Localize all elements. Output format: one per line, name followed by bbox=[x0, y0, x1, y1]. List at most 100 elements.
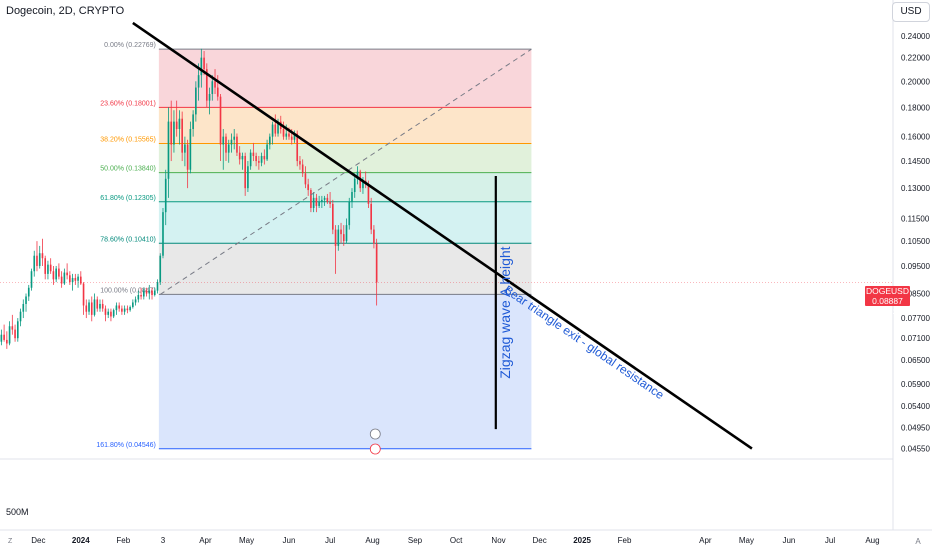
candle-body bbox=[189, 129, 192, 170]
candle-body bbox=[353, 178, 356, 192]
candle-body bbox=[126, 308, 129, 311]
candle-body bbox=[27, 287, 30, 297]
y-tick-label: 0.22000 bbox=[901, 54, 930, 63]
candle-body bbox=[137, 295, 140, 300]
candle-body bbox=[192, 114, 194, 130]
x-tick-label: 2025 bbox=[573, 536, 591, 545]
candle-body bbox=[337, 229, 340, 246]
candle-body bbox=[58, 268, 60, 277]
candle-body bbox=[293, 133, 296, 140]
candle-body bbox=[55, 268, 57, 280]
candle-body bbox=[277, 121, 279, 134]
x-tick-label: Jun bbox=[283, 536, 296, 545]
fib-zone bbox=[158, 294, 532, 449]
fib-level-label: 23.60% (0.18001) bbox=[100, 100, 156, 107]
y-tick-label: 0.05400 bbox=[901, 402, 930, 411]
symbol-title: Dogecoin, 2D, CRYPTO bbox=[6, 5, 125, 17]
candle-body bbox=[118, 305, 120, 309]
candle-body bbox=[356, 171, 359, 179]
candle-body bbox=[318, 201, 320, 206]
candle-body bbox=[173, 121, 175, 145]
x-tick-label: Jul bbox=[825, 536, 835, 545]
candle-body bbox=[323, 197, 326, 200]
candle-body bbox=[93, 299, 96, 315]
annotation-wave-height: Zigzag wave A height bbox=[497, 246, 513, 378]
candle-body bbox=[222, 136, 225, 145]
candle-body bbox=[285, 133, 288, 137]
candle-body bbox=[107, 311, 110, 315]
candle-body bbox=[238, 152, 241, 160]
candle-body bbox=[71, 277, 74, 283]
candle-body bbox=[329, 201, 331, 204]
candle-body bbox=[236, 136, 238, 153]
y-tick-label: 0.05900 bbox=[901, 380, 930, 389]
event-marker-icon bbox=[369, 443, 381, 455]
candle-body bbox=[82, 283, 85, 306]
candle-body bbox=[175, 121, 178, 130]
x-tick-label: Dec bbox=[31, 536, 45, 545]
y-tick-label: 0.09500 bbox=[901, 262, 930, 271]
candle-body bbox=[19, 311, 22, 322]
candle-body bbox=[342, 234, 345, 242]
candle-body bbox=[25, 296, 27, 304]
candle-body bbox=[33, 255, 36, 272]
candle-body bbox=[351, 191, 353, 202]
candle-body bbox=[16, 321, 19, 339]
fib-zones bbox=[158, 49, 532, 449]
auto-scale-button[interactable]: A bbox=[915, 537, 921, 546]
x-tick-label: Sep bbox=[408, 536, 423, 545]
candle-body bbox=[77, 276, 79, 281]
candle-body bbox=[178, 118, 181, 130]
candle-body bbox=[255, 155, 257, 162]
currency-button[interactable]: USD bbox=[892, 2, 930, 22]
y-tick-label: 0.11500 bbox=[901, 215, 930, 224]
candle-body bbox=[104, 308, 107, 315]
y-tick-label: 0.06500 bbox=[901, 356, 930, 365]
candle-body bbox=[66, 272, 68, 276]
candle-body bbox=[74, 277, 77, 281]
fib-zone bbox=[158, 243, 532, 295]
volume-scale-label: 500M bbox=[6, 507, 29, 517]
x-tick-label: Aug bbox=[865, 536, 879, 545]
candle-body bbox=[370, 203, 372, 230]
candle-body bbox=[331, 203, 334, 230]
candle-body bbox=[214, 81, 216, 88]
fib-level-label: 0.00% (0.22769) bbox=[104, 42, 156, 49]
candle-body bbox=[60, 276, 63, 284]
candle-body bbox=[219, 96, 222, 145]
candle-body bbox=[30, 271, 33, 288]
candle-body bbox=[290, 136, 293, 140]
candle-body bbox=[79, 276, 82, 284]
candle-body bbox=[216, 87, 219, 97]
candle-body bbox=[101, 303, 104, 309]
y-tick-label: 0.18000 bbox=[901, 103, 930, 112]
candle-body bbox=[134, 299, 137, 303]
candle-body bbox=[41, 253, 44, 259]
x-tick-label: Apr bbox=[699, 536, 712, 545]
y-tick-label: 0.04950 bbox=[901, 424, 930, 433]
candle-body bbox=[310, 190, 312, 208]
candle-body bbox=[247, 166, 249, 189]
price-tag-price: 0.08887 bbox=[872, 296, 903, 306]
x-tick-label: Jun bbox=[782, 536, 795, 545]
candle-body bbox=[211, 81, 214, 95]
x-tick-label: 2024 bbox=[72, 536, 90, 545]
candle-body bbox=[288, 133, 290, 137]
candle-body bbox=[203, 57, 205, 70]
y-tick-label: 0.20000 bbox=[901, 77, 930, 86]
candle-body bbox=[49, 264, 52, 272]
candle-body bbox=[44, 258, 47, 274]
candle-body bbox=[145, 290, 148, 294]
candle-body bbox=[252, 152, 255, 156]
candle-body bbox=[181, 118, 183, 153]
axis-corner-left: Z bbox=[8, 538, 13, 545]
candle-body bbox=[85, 305, 88, 312]
candle-body bbox=[373, 229, 375, 244]
y-tick-label: 0.07100 bbox=[901, 334, 930, 343]
candle-body bbox=[0, 334, 3, 342]
candle-body bbox=[184, 144, 186, 153]
y-tick-label: 0.24000 bbox=[901, 32, 930, 41]
x-tick-label: Nov bbox=[491, 536, 505, 545]
